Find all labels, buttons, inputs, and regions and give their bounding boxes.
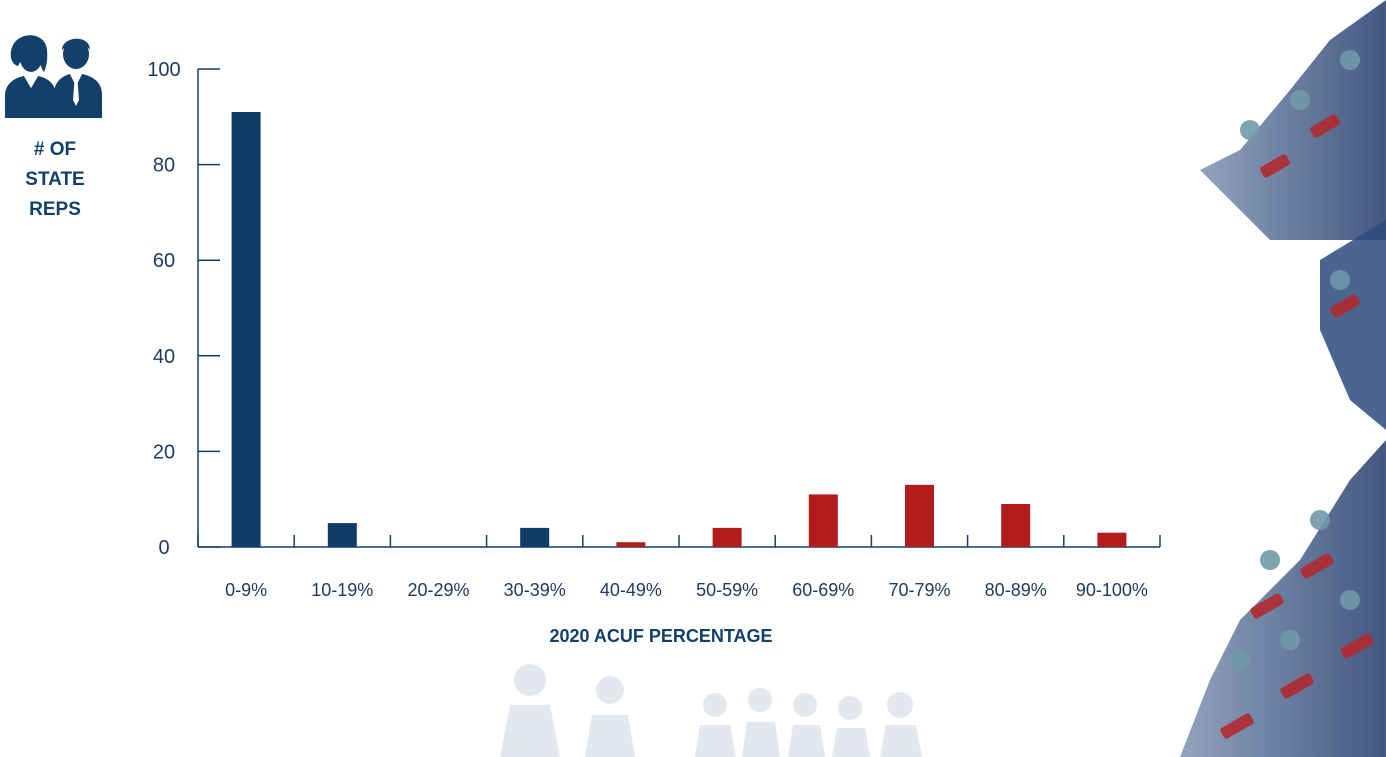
y-tick-label: 60 (153, 250, 175, 272)
people-icon (5, 35, 102, 118)
x-tick-label: 90-100% (1076, 580, 1148, 600)
x-tick-label: 30-39% (504, 580, 566, 600)
y-axis-label-line-2: STATE (25, 169, 85, 190)
y-tick-label: 100 (147, 59, 180, 81)
bar (905, 484, 934, 547)
y-axis-label: # OF STATE REPS (0, 135, 110, 225)
bar (520, 527, 550, 547)
y-tick-label: 40 (153, 346, 175, 368)
y-axis-label-line-3: REPS (29, 199, 81, 220)
x-tick-label: 50-59% (696, 580, 758, 600)
x-axis-title: 2020 ACUF PERCENTAGE (549, 626, 772, 646)
x-tick-label: 20-29% (407, 580, 469, 600)
y-tick-label: 0 (158, 537, 169, 559)
bar-chart: 0 20 40 60 80 100 0-9% 10-19% 20-29% 30-39% 40-49%… (147, 59, 1161, 646)
faded-crowd-illustration (500, 664, 922, 757)
y-axis-label-line-1: # OF (33, 139, 77, 160)
x-tick-label: 80-89% (985, 580, 1047, 600)
bar (231, 112, 261, 548)
bar (712, 527, 742, 547)
bar (616, 542, 646, 547)
bar (1001, 503, 1031, 547)
y-tick-label: 80 (153, 155, 175, 177)
bar (327, 523, 357, 547)
bar (1097, 532, 1127, 547)
x-tick-label: 10-19% (311, 580, 373, 600)
x-tick-label: 40-49% (600, 580, 662, 600)
crowd-illustration (1180, 0, 1386, 757)
x-tick-label: 60-69% (792, 580, 854, 600)
y-tick-label: 20 (153, 441, 175, 463)
x-tick-label: 70-79% (888, 580, 950, 600)
x-tick-label: 0-9% (225, 580, 267, 600)
bar (808, 494, 838, 547)
